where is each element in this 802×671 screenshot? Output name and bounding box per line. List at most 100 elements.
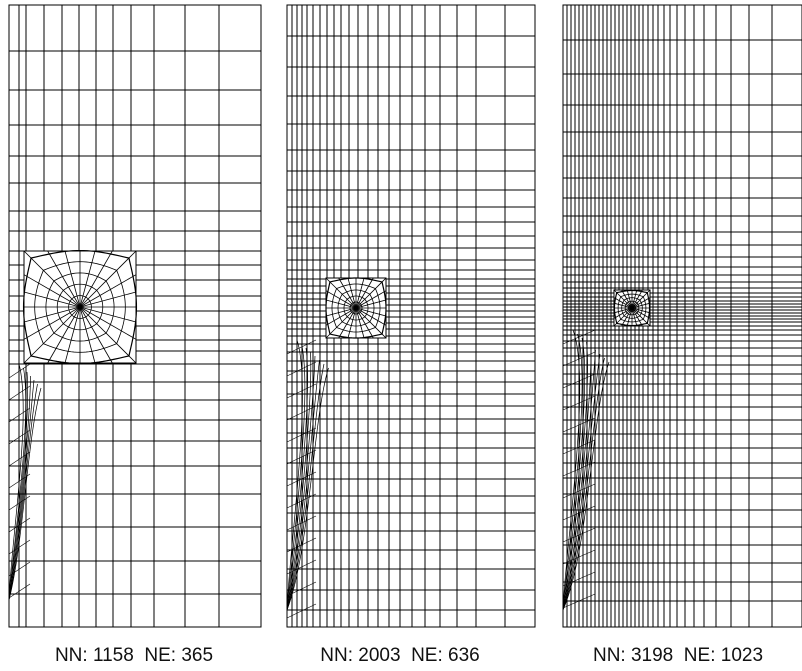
slanted-element-edge — [562, 461, 596, 477]
transition-line — [562, 329, 581, 611]
slanted-element-edge — [562, 395, 596, 411]
transition-line — [286, 347, 308, 611]
slanted-element-edge — [8, 517, 31, 533]
slanted-element-edge — [8, 429, 31, 445]
radial-spoke — [79, 306, 137, 340]
slanted-element-edge — [8, 385, 31, 401]
transition-line — [8, 371, 29, 601]
slanted-element-edge — [286, 515, 317, 531]
radial-spoke — [355, 277, 387, 309]
radial-spoke — [23, 306, 81, 323]
transition-line — [8, 387, 42, 601]
slanted-element-edge — [8, 363, 31, 379]
slanted-element-edge — [562, 373, 596, 389]
radial-spoke — [23, 250, 81, 308]
radial-spoke — [79, 306, 96, 364]
mesh-panel-1 — [8, 4, 262, 628]
slanted-element-edge — [286, 449, 317, 465]
transition-line — [8, 379, 35, 601]
slanted-element-edge — [8, 451, 31, 467]
slanted-element-edge — [286, 339, 317, 355]
panel-1-caption: NN: 1158 NE: 365 — [54, 645, 214, 666]
radial-spoke — [79, 291, 137, 308]
concentric-ring — [331, 283, 381, 333]
radial-spoke — [355, 307, 365, 339]
radial-spoke — [347, 277, 357, 309]
slanted-element-edge — [562, 483, 596, 499]
transition-line — [562, 357, 605, 611]
radial-spoke — [79, 306, 137, 364]
transition-line — [8, 383, 38, 601]
mesh-figure — [8, 4, 802, 628]
slanted-element-edge — [8, 407, 31, 423]
panel-3-caption: NN: 3198 NE: 1023 — [592, 645, 764, 666]
slanted-element-edge — [562, 593, 596, 609]
radial-spoke — [23, 306, 81, 340]
hole-center — [629, 305, 635, 311]
transition-line — [562, 345, 592, 611]
radial-spoke — [355, 307, 387, 339]
slanted-element-edge — [8, 583, 31, 599]
transition-line — [562, 361, 610, 611]
radial-spoke — [325, 307, 357, 339]
concentric-ring — [45, 272, 115, 342]
panel-2-caption: NN: 2003 NE: 636 — [320, 645, 480, 666]
concentric-ring — [343, 295, 369, 321]
radial-spoke — [23, 306, 81, 364]
radial-spoke — [79, 250, 137, 308]
slanted-element-edge — [562, 439, 596, 455]
slanted-element-edge — [562, 571, 596, 587]
slanted-element-edge — [8, 473, 31, 489]
radial-spoke — [325, 277, 357, 309]
transition-line — [286, 355, 316, 611]
slanted-element-edge — [286, 559, 317, 575]
slanted-element-edge — [286, 361, 317, 377]
concentric-ring — [628, 304, 636, 312]
hole-center — [77, 304, 83, 310]
radial-spoke — [355, 307, 387, 317]
radial-spoke — [64, 306, 81, 364]
slanted-element-edge — [562, 329, 596, 345]
radial-spoke — [23, 274, 81, 308]
concentric-ring — [337, 289, 375, 327]
slanted-element-edge — [8, 539, 31, 555]
slanted-element-edge — [286, 537, 317, 553]
transition-line — [562, 337, 585, 611]
slanted-element-edge — [286, 383, 317, 399]
slanted-element-edge — [286, 427, 317, 443]
slanted-element-edge — [8, 495, 31, 511]
mesh-boundary — [286, 4, 536, 628]
slanted-element-edge — [286, 493, 317, 509]
transition-line — [286, 367, 329, 611]
mesh-panel-2 — [286, 4, 536, 628]
radial-spoke — [23, 291, 81, 308]
concentric-ring — [613, 289, 651, 327]
transition-line — [286, 351, 312, 611]
radial-spoke — [79, 306, 113, 364]
radial-spoke — [355, 277, 365, 309]
slanted-element-edge — [286, 581, 317, 597]
radial-spoke — [79, 274, 137, 308]
slanted-element-edge — [562, 351, 596, 367]
radial-spoke — [64, 250, 81, 308]
transition-line — [286, 359, 320, 611]
radial-spoke — [347, 307, 357, 339]
radial-spoke — [355, 299, 387, 309]
slanted-element-edge — [286, 603, 317, 619]
concentric-ring — [56, 283, 104, 331]
transition-line — [562, 341, 588, 611]
slanted-element-edge — [562, 505, 596, 521]
concentric-ring — [617, 293, 647, 323]
transition-line — [286, 343, 306, 611]
radial-spoke — [79, 250, 113, 308]
slanted-element-edge — [286, 471, 317, 487]
transition-line — [8, 367, 27, 601]
radial-spoke — [47, 306, 81, 364]
concentric-ring — [621, 297, 643, 319]
concentric-ring — [325, 277, 387, 339]
radial-spoke — [79, 250, 96, 308]
slanted-element-edge — [8, 561, 31, 577]
radial-spoke — [325, 299, 357, 309]
transition-line — [8, 375, 31, 601]
